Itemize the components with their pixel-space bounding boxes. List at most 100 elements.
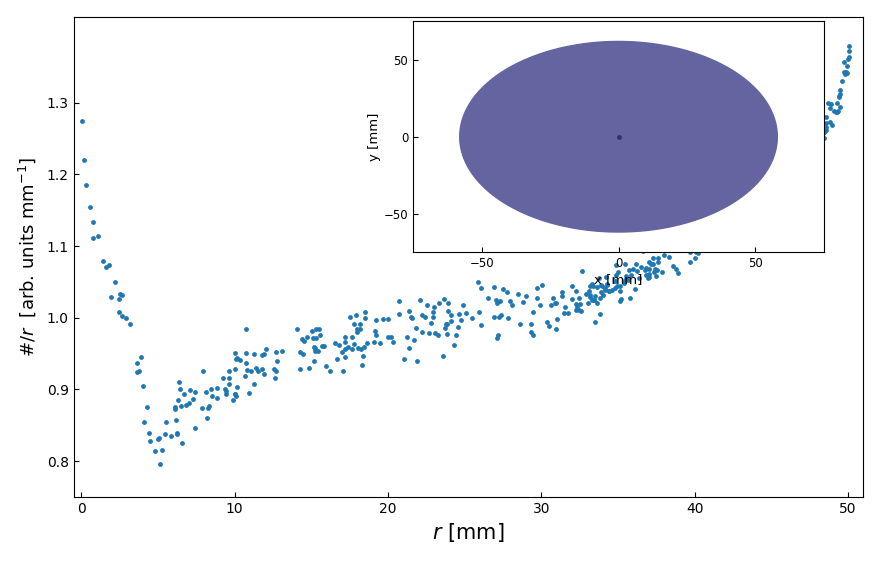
Point	[587, 295, 601, 304]
Point	[602, 286, 616, 295]
Point	[642, 269, 656, 278]
Point	[619, 272, 633, 280]
Point	[275, 347, 290, 356]
Point	[588, 318, 602, 327]
Point	[705, 232, 719, 241]
Point	[781, 162, 796, 171]
Point	[624, 270, 638, 279]
Point	[519, 292, 533, 301]
Point	[683, 247, 697, 256]
Point	[565, 282, 579, 291]
Point	[806, 152, 820, 161]
Point	[784, 165, 798, 174]
Point	[255, 365, 269, 374]
Point	[733, 194, 747, 203]
Point	[367, 337, 381, 346]
Point	[830, 107, 844, 116]
Point	[222, 367, 236, 376]
Point	[317, 342, 331, 351]
Point	[239, 358, 253, 367]
Point	[666, 261, 680, 270]
Point	[222, 374, 236, 383]
Point	[572, 293, 586, 302]
Point	[260, 345, 274, 354]
Point	[354, 344, 368, 353]
Point	[309, 333, 323, 342]
Point	[826, 107, 840, 116]
Point	[722, 227, 737, 236]
Point	[172, 384, 187, 393]
Point	[454, 315, 468, 324]
Point	[311, 346, 325, 355]
Point	[402, 306, 416, 315]
Point	[219, 389, 233, 398]
Point	[409, 324, 423, 333]
Point	[438, 324, 452, 333]
Point	[565, 295, 579, 304]
Point	[592, 309, 606, 318]
Point	[569, 306, 583, 315]
Point	[406, 314, 420, 323]
Point	[187, 394, 201, 403]
Point	[610, 282, 624, 291]
Point	[688, 254, 702, 263]
Point	[696, 229, 710, 238]
Point	[195, 366, 209, 375]
Point	[650, 265, 664, 274]
Point	[639, 264, 653, 273]
Point	[806, 140, 820, 149]
Point	[819, 123, 833, 132]
Point	[787, 170, 801, 179]
Point	[438, 319, 452, 328]
Point	[727, 215, 741, 224]
Point	[332, 341, 346, 350]
Point	[269, 347, 283, 356]
Point	[156, 446, 170, 455]
Point	[797, 140, 811, 149]
Point	[732, 220, 746, 229]
Point	[780, 167, 794, 176]
Point	[784, 161, 798, 170]
Point	[504, 301, 518, 310]
Point	[533, 301, 547, 310]
Point	[823, 117, 837, 126]
Point	[810, 127, 824, 136]
Point	[546, 293, 561, 302]
Point	[584, 295, 598, 304]
Point	[680, 242, 694, 251]
Point	[583, 287, 597, 296]
Point	[535, 280, 549, 289]
Point	[143, 437, 157, 446]
Point	[751, 190, 765, 199]
Point	[651, 254, 665, 263]
Point	[729, 218, 743, 227]
Point	[323, 366, 337, 375]
Point	[630, 267, 644, 276]
Point	[721, 213, 735, 222]
Point	[174, 438, 188, 447]
Point	[721, 220, 735, 229]
Point	[129, 367, 143, 376]
Point	[426, 312, 440, 321]
Point	[592, 273, 606, 282]
Point	[451, 323, 465, 332]
Point	[228, 389, 242, 398]
Point	[172, 377, 186, 386]
Point	[216, 374, 230, 383]
Point	[634, 263, 648, 272]
Point	[575, 266, 589, 275]
Point	[831, 106, 845, 115]
Point	[723, 208, 737, 217]
Point	[436, 352, 451, 361]
Point	[385, 332, 399, 341]
Point	[598, 283, 612, 292]
Point	[569, 286, 583, 295]
Point	[415, 310, 429, 319]
Point	[489, 296, 503, 305]
Point	[199, 388, 213, 397]
Point	[788, 151, 803, 160]
Point	[663, 252, 677, 261]
Point	[650, 257, 664, 266]
Point	[796, 141, 810, 150]
Point	[823, 104, 837, 113]
